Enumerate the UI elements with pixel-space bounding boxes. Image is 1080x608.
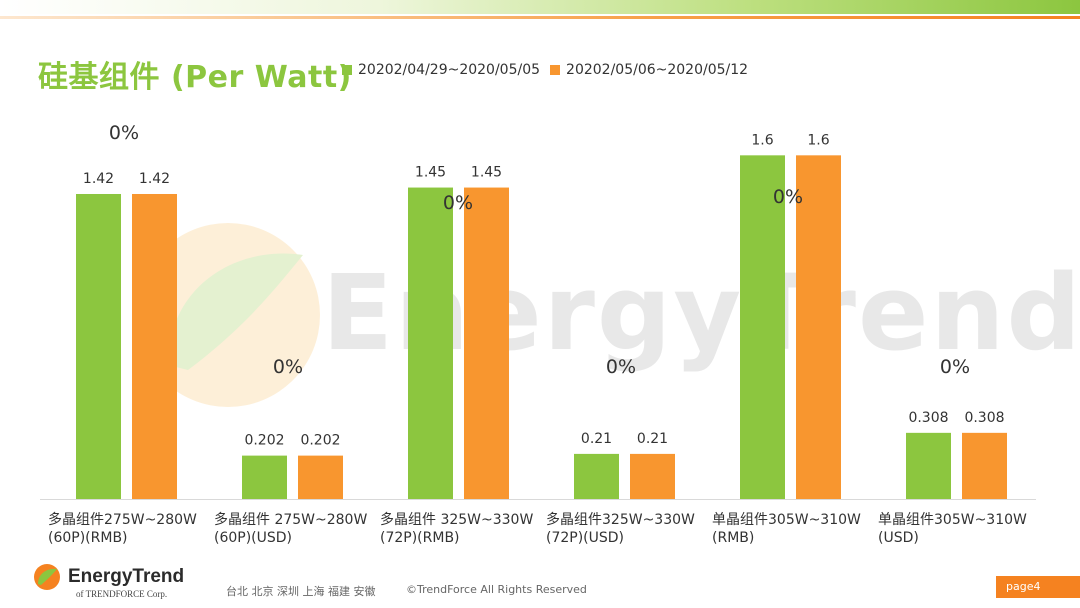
data-label-series-1-cat-4: 0.21	[581, 431, 612, 447]
page-number-badge: page4	[996, 576, 1080, 598]
legend-swatch-green	[342, 65, 352, 75]
page-title: 硅基组件 (Per Watt)	[38, 60, 352, 95]
category-label-2: 多晶组件 275W~280W (60P)(USD)	[214, 512, 368, 546]
legend-swatch-orange	[550, 65, 561, 75]
watermark-leaf-icon	[136, 223, 320, 407]
category-label-1: 多晶组件275W~280W (60P)(RMB)	[48, 512, 197, 546]
bar-series-2-cat-3	[464, 187, 509, 499]
data-label-series-2-cat-1: 1.42	[139, 171, 170, 187]
bar-series-2-cat-4	[630, 453, 675, 499]
category-label-5: 单晶组件305W~310W (RMB)	[712, 512, 861, 546]
data-label-series-1-cat-3: 1.45	[415, 165, 446, 181]
footer-brand: EnergyTrend	[68, 566, 185, 587]
legend-item-series-2: 20202/05/06~2020/05/12	[550, 62, 748, 78]
data-label-series-2-cat-3: 1.45	[471, 165, 502, 181]
footer-logo: EnergyTrend	[32, 562, 184, 592]
data-label-series-1-cat-5: 1.6	[751, 132, 773, 148]
change-label-cat-4: 0%	[606, 356, 636, 378]
footer-brand-sub: of TRENDFORCE Corp.	[76, 589, 168, 599]
data-label-series-1-cat-1: 1.42	[83, 171, 114, 187]
bar-series-1-cat-5	[740, 155, 785, 499]
category-label-3: 多晶组件 325W~330W (72P)(RMB)	[380, 512, 534, 546]
category-label-6: 单晶组件305W~310W (USD)	[878, 512, 1027, 546]
legend-item-series-1: 20202/04/29~2020/05/05	[342, 62, 540, 78]
change-label-cat-3: 0%	[443, 192, 473, 214]
change-label-cat-2: 0%	[273, 356, 303, 378]
change-label-cat-6: 0%	[940, 356, 970, 378]
bar-series-2-cat-2	[298, 455, 343, 499]
footer-copyright: ©TrendForce All Rights Reserved	[406, 583, 587, 596]
bar-series-2-cat-5	[796, 155, 841, 499]
data-label-series-2-cat-5: 1.6	[807, 132, 829, 148]
top-decor-band	[0, 0, 1080, 14]
bar-series-2-cat-6	[962, 432, 1007, 499]
category-label-4: 多晶组件325W~330W (72P)(USD)	[546, 512, 695, 546]
bar-series-1-cat-6	[906, 432, 951, 499]
bar-series-1-cat-3	[408, 187, 453, 499]
legend-label-series-2: 20202/05/06~2020/05/12	[566, 62, 749, 78]
chart-legend: 20202/04/29~2020/05/05 20202/05/06~2020/…	[342, 62, 748, 78]
legend-label-series-1: 20202/04/29~2020/05/05	[358, 62, 541, 78]
top-decor-line	[0, 16, 1080, 19]
data-label-series-1-cat-6: 0.308	[908, 410, 948, 426]
data-label-series-1-cat-2: 0.202	[244, 433, 284, 449]
bar-series-2-cat-1	[132, 193, 177, 499]
footer-cities: 台北 北京 深圳 上海 福建 安徽	[226, 585, 376, 598]
change-label-cat-5: 0%	[773, 186, 803, 208]
bar-series-1-cat-4	[574, 453, 619, 499]
bar-series-1-cat-1	[76, 193, 121, 499]
change-label-cat-1: 0%	[109, 122, 139, 144]
data-label-series-2-cat-6: 0.308	[964, 410, 1004, 426]
bar-series-1-cat-2	[242, 455, 287, 499]
data-label-series-2-cat-2: 0.202	[300, 433, 340, 449]
energytrend-logo-icon	[34, 564, 60, 590]
data-label-series-2-cat-4: 0.21	[637, 431, 668, 447]
